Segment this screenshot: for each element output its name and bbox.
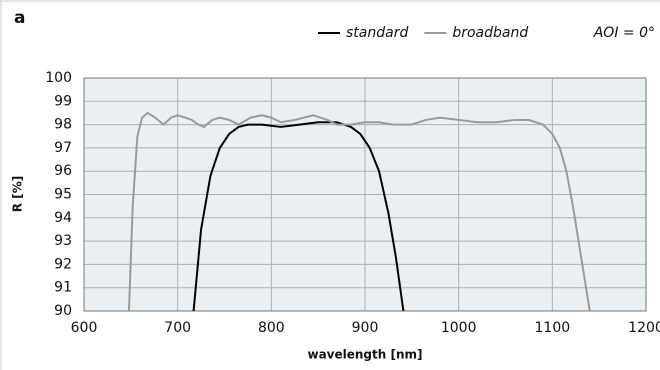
x-tick-label: 1100 — [535, 320, 571, 336]
x-tick-label: 1000 — [441, 320, 477, 336]
x-tick-label: 1200 — [628, 320, 660, 336]
plot-border — [83, 77, 647, 312]
x-tick-label: 700 — [164, 320, 191, 336]
y-tick-label: 96 — [54, 163, 72, 179]
y-tick-label: 99 — [54, 93, 72, 109]
y-tick-label: 100 — [45, 70, 72, 86]
y-tick-label: 94 — [54, 210, 72, 226]
y-tick-label: 90 — [54, 303, 72, 319]
panel-label: a — [14, 8, 25, 28]
data-line — [192, 121, 405, 312]
y-tick-label: 91 — [54, 280, 72, 296]
y-tick-label: 95 — [54, 187, 72, 203]
legend-label: standard — [346, 25, 408, 41]
x-tick-label: 900 — [352, 320, 379, 336]
y-axis-label: R [%] — [11, 176, 25, 212]
y-tick-label: 97 — [54, 140, 72, 156]
legend-label: broadband — [452, 25, 528, 41]
x-axis-label: wavelength [nm] — [307, 348, 422, 362]
data-line — [127, 111, 591, 312]
y-tick-label: 92 — [54, 256, 72, 272]
x-tick-label: 600 — [71, 320, 98, 336]
x-tick-label: 800 — [258, 320, 285, 336]
y-tick-label: 98 — [54, 117, 72, 133]
annotation: AOI = 0° — [593, 25, 655, 41]
y-tick-label: 93 — [54, 233, 72, 249]
